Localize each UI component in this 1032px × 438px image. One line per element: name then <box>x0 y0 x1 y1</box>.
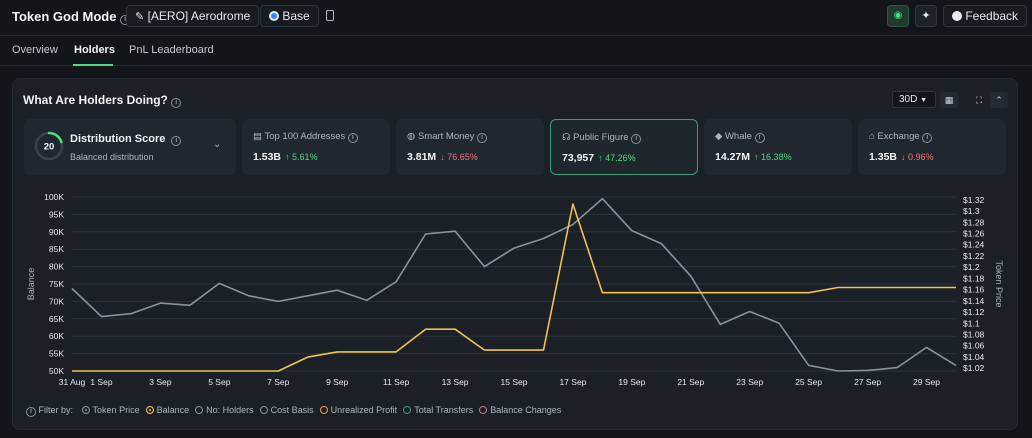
info-icon[interactable]: i <box>347 133 358 143</box>
legend-dot <box>479 406 488 414</box>
arrow-down-icon: ↓ <box>440 152 445 162</box>
chevron-down-icon[interactable]: ⌄ <box>213 139 222 150</box>
card-label: Smart Money <box>417 131 475 142</box>
active-tab-indicator <box>73 64 113 66</box>
info-icon[interactable]: i <box>631 134 642 144</box>
change-down: ↓ 76.65% <box>440 152 478 162</box>
score-arc <box>34 131 64 161</box>
card-value: 1.53B <box>253 151 282 163</box>
legend-dot <box>145 406 154 414</box>
tab-pnl-leaderboard[interactable]: PnL Leaderboard <box>129 44 214 56</box>
feedback-label: Feedback <box>965 9 1019 23</box>
card-value: 73,957 <box>562 152 595 164</box>
tab-bar: Overview Holders PnL Leaderboard <box>0 36 1032 66</box>
card-top-100-addresses[interactable]: ▤ Top 100 Addresses i 1.53B ↑ 5.61% <box>242 119 390 175</box>
timeframe-value: 30D <box>899 94 918 105</box>
chevron-down-icon: ▼ <box>920 97 928 104</box>
watch-button[interactable]: ◉ <box>887 5 909 27</box>
legend-item[interactable]: Total Transfers <box>403 405 473 415</box>
score-value: 20 <box>44 142 55 153</box>
fullscreen-button[interactable]: ⛶ <box>970 92 988 108</box>
arrow-up-icon: ↑ <box>754 152 759 162</box>
legend-dot <box>403 406 412 414</box>
whale-icon: ◆ <box>715 131 723 142</box>
token-selector[interactable]: ✎ [AERO] Aerodrome <box>126 5 260 27</box>
legend-dot <box>81 406 90 414</box>
legend-label: Cost Basis <box>270 405 314 415</box>
card-label: Top 100 Addresses <box>264 131 346 142</box>
bank-icon: ⌂ <box>869 131 875 142</box>
legend-label: Total Transfers <box>414 405 474 415</box>
card-whale[interactable]: ◆ Whale i 14.27M ↑ 16.38% <box>704 119 852 175</box>
info-icon[interactable]: i <box>754 133 765 143</box>
card-label: Whale <box>724 131 752 142</box>
legend-prefix: Filter by: <box>38 405 74 415</box>
calendar-button[interactable]: ▦ <box>940 92 958 108</box>
token-label: [AERO] Aerodrome <box>147 9 251 23</box>
expand-icon: ⛶ <box>975 95 983 105</box>
card-exchange[interactable]: ⌂ Exchange i 1.35B ↓ 0.96% <box>858 119 1006 175</box>
chart-legend: i Filter by: Token Price Balance No: Holde… <box>26 405 561 417</box>
legend-item[interactable]: No: Holders <box>195 405 254 415</box>
change-up: ↑ 47.26% <box>598 153 636 163</box>
legend-label: Unrealized Profit <box>330 405 398 415</box>
arrow-up-icon: ↑ <box>598 153 603 163</box>
card-label: Exchange <box>877 131 920 142</box>
feedback-button[interactable]: Feedback <box>943 5 1028 27</box>
distribution-subtitle: Balanced distribution <box>70 152 154 162</box>
chain-label: Base <box>282 9 310 23</box>
legend-label: Token Price <box>92 405 140 415</box>
info-icon[interactable]: i <box>171 136 182 146</box>
chevron-up-icon: ⌃ <box>995 95 1003 105</box>
arrow-down-icon: ↓ <box>901 152 906 162</box>
list-icon: ▤ <box>253 131 262 142</box>
card-value: 14.27M <box>715 151 751 163</box>
distribution-score-card[interactable]: 20 Distribution Score i Balanced distrib… <box>24 119 236 175</box>
chat-icon <box>952 11 962 21</box>
legend-dot <box>319 406 328 414</box>
card-smart-money[interactable]: ◍ Smart Money i 3.81M ↓ 76.65% <box>396 119 544 175</box>
copy-icon[interactable] <box>326 10 334 21</box>
brain-icon: ◍ <box>407 131 416 142</box>
legend-item[interactable]: Cost Basis <box>259 405 314 415</box>
info-icon[interactable]: i <box>922 133 933 143</box>
card-public-figure[interactable]: ☊ Public Figure i 73,957 ↑ 47.26% <box>550 119 698 175</box>
eye-icon: ◉ <box>893 10 903 21</box>
chain-selector[interactable]: Base <box>260 5 319 27</box>
legend-dot <box>195 406 204 414</box>
calendar-icon: ▦ <box>944 95 954 105</box>
legend-item[interactable]: Balance Changes <box>479 405 561 415</box>
legend-item[interactable]: Token Price <box>81 405 140 415</box>
change-up: ↑ 16.38% <box>754 152 792 162</box>
legend-item[interactable]: Balance <box>145 405 190 415</box>
card-label: Public Figure <box>573 132 629 143</box>
app-title: Token God Mode i <box>12 9 131 25</box>
change-down: ↓ 0.96% <box>901 152 934 162</box>
figure-icon: ☊ <box>562 132 571 143</box>
change-up: ↑ 5.61% <box>285 152 318 162</box>
filter-icon: i <box>26 407 36 417</box>
score-ring: 20 <box>34 131 64 161</box>
tab-overview[interactable]: Overview <box>12 44 58 56</box>
pin-icon: ✦ <box>921 10 931 22</box>
legend-dot <box>259 406 268 414</box>
legend-label: Balance Changes <box>490 405 562 415</box>
arrow-up-icon: ↑ <box>285 152 290 162</box>
distribution-title: Distribution Score i <box>70 133 182 146</box>
tab-holders[interactable]: Holders <box>74 44 115 56</box>
legend-label: Balance <box>156 405 190 415</box>
legend-label: No: Holders <box>206 405 254 415</box>
info-icon[interactable]: i <box>171 98 182 108</box>
info-icon[interactable]: i <box>477 133 488 143</box>
timeframe-select[interactable]: 30D ▼ <box>892 91 936 108</box>
panel-title: What Are Holders Doing? i <box>23 93 182 108</box>
card-value: 1.35B <box>869 151 898 163</box>
pin-button[interactable]: ✦ <box>915 5 937 27</box>
top-bar: Token God Mode i ✎ [AERO] Aerodrome Base… <box>0 0 1032 36</box>
legend-item[interactable]: Unrealized Profit <box>319 405 398 415</box>
card-value: 3.81M <box>407 151 437 163</box>
base-logo-icon <box>269 11 279 21</box>
pencil-icon: ✎ <box>135 11 145 23</box>
collapse-button[interactable]: ⌃ <box>990 92 1008 108</box>
